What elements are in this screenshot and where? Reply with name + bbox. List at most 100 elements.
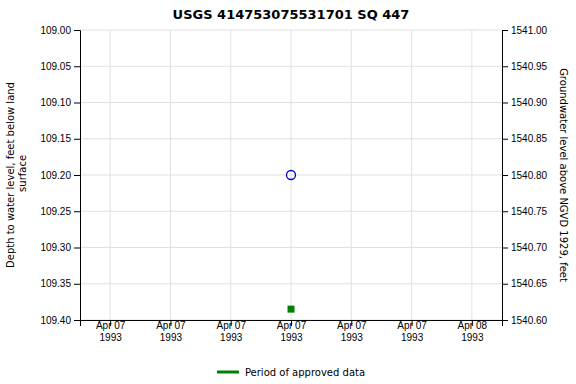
y2-tick: 1540.65	[502, 278, 548, 289]
y-tick-label: 109.35	[40, 278, 71, 289]
x-tick-label: Apr 071993	[216, 320, 246, 343]
text-line: Depth to water level, feet below land	[5, 82, 16, 268]
x-tick: Apr 071993	[397, 320, 427, 343]
grid-line-x	[351, 30, 352, 320]
y2-tick-mark	[502, 284, 508, 285]
text-line: Apr 07	[96, 320, 126, 331]
y-tick: 109.00	[40, 25, 80, 36]
legend-item: Period of approved data	[217, 367, 365, 378]
y2-tick: 1541.00	[502, 25, 548, 36]
text-line: Apr 08	[458, 320, 488, 331]
y-tick: 109.35	[40, 278, 80, 289]
series	[288, 306, 295, 313]
text-line: 1993	[461, 332, 484, 343]
y-axis: 109.00 109.05 109.10 109.15 109.20 109.25 109.…	[40, 25, 80, 326]
y-tick-label: 109.10	[40, 97, 71, 108]
y2-tick-label: 1540.70	[511, 242, 548, 253]
y-tick-mark	[74, 139, 80, 140]
y-tick-label: 109.20	[40, 170, 71, 181]
y-tick-mark	[74, 211, 80, 212]
y2-tick: 1540.95	[502, 61, 548, 72]
y2-tick-mark	[502, 211, 508, 212]
y2-tick-mark	[502, 139, 508, 140]
x-tick: Apr 081993	[458, 320, 488, 343]
legend-swatch	[217, 371, 239, 374]
y-tick-mark	[74, 175, 80, 176]
y2-tick-label: 1540.60	[511, 315, 548, 326]
text-line: 1993	[341, 332, 364, 343]
text-line: Apr 07	[156, 320, 186, 331]
x-tick-label: Apr 071993	[277, 320, 307, 343]
y2-tick-label: 1540.65	[511, 278, 548, 289]
y2-tick: 1540.80	[502, 170, 548, 181]
y-tick-label: 109.25	[40, 206, 71, 217]
title: USGS 414753075531701 SQ 447	[173, 7, 410, 22]
grid-line-x	[170, 30, 171, 320]
y2-tick-mark	[502, 175, 508, 176]
y2-tick: 1540.75	[502, 206, 548, 217]
y2-axis-line	[503, 31, 509, 321]
y2-tick-mark	[502, 66, 508, 67]
y2-axis-label: Groundwater level above NGVD 1929, feet	[558, 68, 569, 282]
x-tick-label: Apr 071993	[156, 320, 186, 343]
x-tick-label: Apr 071993	[96, 320, 126, 343]
y-tick: 109.30	[40, 242, 80, 253]
y-axis-label: Depth to water level, feet below land su…	[5, 82, 28, 268]
y2-tick: 1540.70	[502, 242, 548, 253]
legend-label: Period of approved data	[245, 367, 365, 378]
y-tick-label: 109.05	[40, 61, 71, 72]
grid-line-x	[291, 30, 292, 320]
y2-tick-mark	[502, 103, 508, 104]
x-tick-label: Apr 071993	[397, 320, 427, 343]
y2-tick: 1540.90	[502, 97, 548, 108]
y-tick-mark	[74, 284, 80, 285]
grid-line-x	[411, 30, 412, 320]
text-line: 1993	[220, 332, 243, 343]
text-line: Apr 07	[277, 320, 307, 331]
y-tick-label: 109.40	[40, 315, 71, 326]
x-tick: Apr 071993	[216, 320, 246, 343]
x-tick: Apr 071993	[337, 320, 367, 343]
grid-line-x	[110, 30, 111, 320]
y-tick: 109.20	[40, 170, 80, 181]
y-tick: 109.10	[40, 97, 80, 108]
point	[288, 306, 295, 313]
text-line: Apr 07	[397, 320, 427, 331]
y2-tick: 1540.60	[502, 315, 548, 326]
y2-tick-label: 1541.00	[511, 25, 548, 36]
x-tick: Apr 071993	[277, 320, 307, 343]
y-tick-mark	[74, 66, 80, 67]
y-axis-line	[74, 31, 81, 321]
chart: Apr 071993Apr 071993Apr 071993Apr 071993…	[0, 0, 576, 384]
y2-tick-label: 1540.90	[511, 97, 548, 108]
point	[287, 171, 296, 180]
y-tick: 109.05	[40, 61, 80, 72]
x-tick-label: Apr 081993	[458, 320, 488, 343]
text-line: surface	[17, 155, 28, 195]
y2-tick-label: 1540.85	[511, 133, 548, 144]
y2-tick: 1540.85	[502, 133, 548, 144]
text-line: 1993	[401, 332, 424, 343]
x-tick-label: Apr 071993	[337, 320, 367, 343]
y2-tick-mark	[502, 320, 508, 321]
grid-line-x	[471, 30, 472, 320]
y-tick-label: 109.00	[40, 25, 71, 36]
y-tick-label: 109.15	[40, 133, 71, 144]
grid-line-x	[230, 30, 231, 320]
y-tick-mark	[74, 248, 80, 249]
y-tick: 109.40	[40, 315, 80, 326]
y-tick-mark	[74, 320, 80, 321]
y2-tick-mark	[502, 30, 508, 31]
y-tick-mark	[74, 103, 80, 104]
text-line: Apr 07	[216, 320, 246, 331]
y2-tick-label: 1540.75	[511, 206, 548, 217]
x-axis: Apr 071993Apr 071993Apr 071993Apr 071993…	[81, 320, 503, 343]
text-line: Apr 07	[337, 320, 367, 331]
grid	[80, 30, 502, 320]
series	[287, 171, 296, 180]
plot: Apr 071993Apr 071993Apr 071993Apr 071993…	[40, 25, 547, 343]
text-line: 1993	[160, 332, 183, 343]
y2-tick-mark	[502, 248, 508, 249]
y2-tick-label: 1540.95	[511, 61, 548, 72]
text-line: 1993	[280, 332, 303, 343]
